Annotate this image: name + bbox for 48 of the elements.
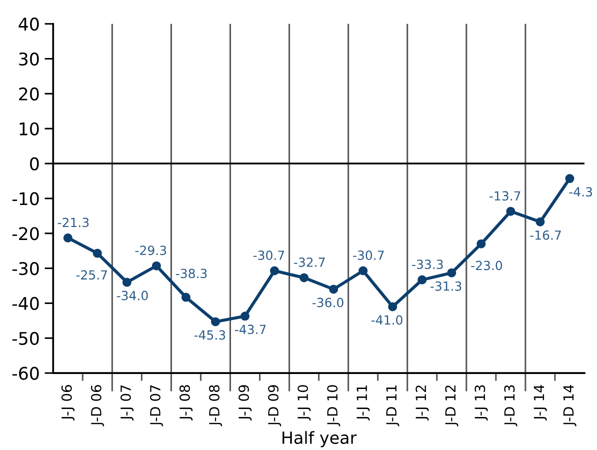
y-tick-label: -20 bbox=[12, 227, 39, 240]
x-tick-label: J-J 09 bbox=[238, 385, 252, 420]
data-label: -30.7 bbox=[353, 250, 384, 260]
data-label: -41.0 bbox=[371, 315, 402, 325]
y-tick-label: -60 bbox=[12, 366, 39, 380]
x-tick-label: J-J 08 bbox=[179, 385, 193, 420]
data-label: -34.0 bbox=[116, 290, 148, 300]
x-tick-label: J-J 13 bbox=[474, 385, 488, 420]
x-tick-label: J-D 08 bbox=[209, 385, 222, 426]
x-tick-label: J-J 14 bbox=[534, 384, 547, 420]
x-tick-label: J-D 06 bbox=[90, 385, 104, 426]
y-tick-label: 40 bbox=[18, 18, 39, 31]
data-label: -13.7 bbox=[490, 191, 520, 201]
x-tick-label: J-J 06 bbox=[61, 385, 75, 420]
data-label: -38.3 bbox=[176, 268, 207, 278]
data-label: -30.7 bbox=[253, 250, 284, 260]
data-label: -31.3 bbox=[430, 281, 462, 291]
x-tick-label: J-D 10 bbox=[327, 385, 340, 426]
x-tick-label: J-D 14 bbox=[563, 384, 576, 426]
y-tick-label: 20 bbox=[19, 87, 39, 101]
x-tick-label: J-J 12 bbox=[416, 386, 429, 420]
y-tick-label: 30 bbox=[19, 52, 39, 66]
x-tick-label: J-J 11 bbox=[356, 385, 370, 420]
y-tick-label: -50 bbox=[12, 332, 39, 345]
y-tick-label: 10 bbox=[20, 122, 39, 136]
data-label: -25.7 bbox=[76, 270, 107, 280]
data-label: -29.3 bbox=[135, 246, 166, 256]
y-tick-label: -40 bbox=[12, 296, 39, 310]
y-tick-label: -30 bbox=[12, 262, 39, 276]
data-label: -21.3 bbox=[58, 218, 89, 228]
x-tick-label: J-D 11 bbox=[386, 385, 400, 426]
data-label: -45.3 bbox=[194, 330, 226, 340]
x-tick-label: J-D 07 bbox=[150, 385, 164, 426]
x-tick-label: J-J 10 bbox=[298, 385, 311, 420]
x-tick-label: J-D 12 bbox=[445, 386, 458, 426]
x-tick-label: J-J 07 bbox=[120, 385, 134, 420]
y-tick-label: 0 bbox=[30, 157, 39, 170]
data-label: -4.3 bbox=[569, 187, 592, 197]
data-label: -16.7 bbox=[530, 230, 561, 240]
data-label: -43.7 bbox=[235, 324, 266, 334]
x-tick-label: J-D 09 bbox=[268, 385, 282, 426]
x-axis-title: Half year bbox=[282, 431, 357, 448]
x-tick-label: J-D 13 bbox=[504, 385, 518, 426]
data-label: -23.0 bbox=[471, 260, 502, 270]
data-label: -32.7 bbox=[294, 258, 325, 267]
data-label: -36.0 bbox=[312, 298, 344, 308]
y-tick-label: -10 bbox=[12, 192, 39, 206]
data-label: -33.3 bbox=[412, 260, 443, 270]
